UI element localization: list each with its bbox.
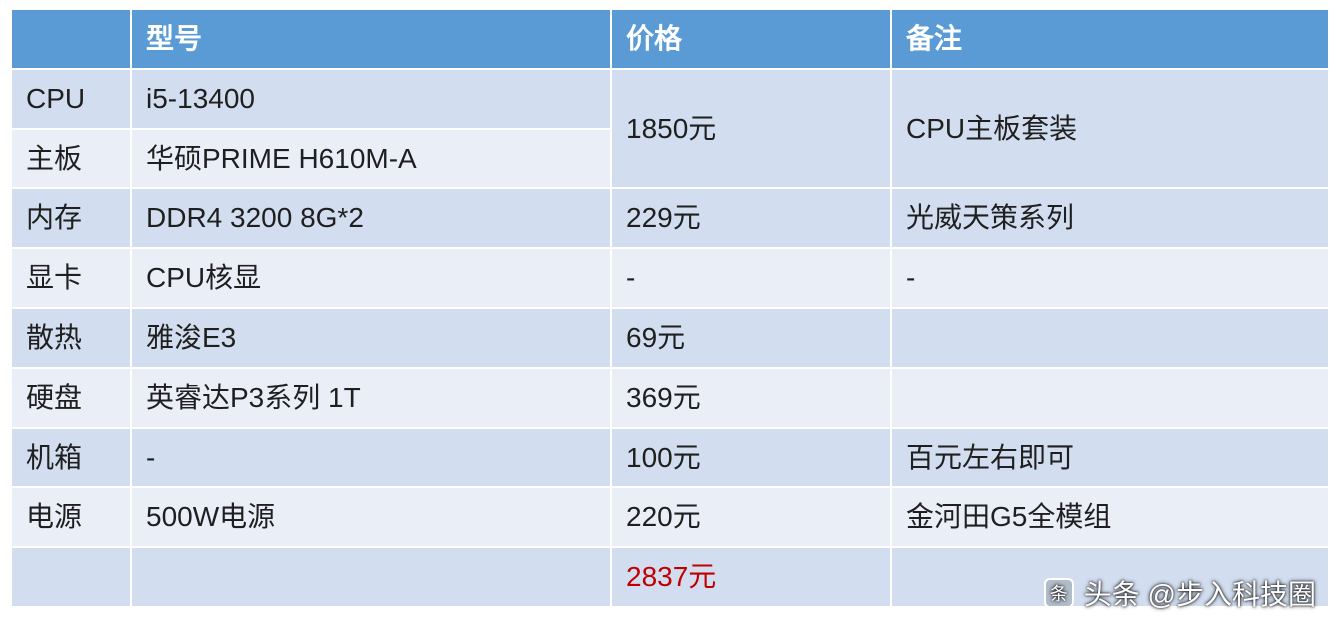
cell-component: 主板 bbox=[11, 129, 131, 189]
cell-model: 英睿达P3系列 1T bbox=[131, 368, 611, 428]
table-row: 显卡CPU核显-- bbox=[11, 248, 1329, 308]
cell-note bbox=[891, 368, 1329, 428]
cell-price: 100元 bbox=[611, 428, 891, 488]
cell-component: 硬盘 bbox=[11, 368, 131, 428]
pc-build-table-container: 型号 价格 备注 CPUi5-134001850元CPU主板套装主板华硕PRIM… bbox=[0, 0, 1340, 616]
cell-model: - bbox=[131, 428, 611, 488]
cell-component: CPU bbox=[11, 69, 131, 129]
cell-component: 内存 bbox=[11, 188, 131, 248]
table-row: 机箱 -100元百元左右即可 bbox=[11, 428, 1329, 488]
cell-model: i5-13400 bbox=[131, 69, 611, 129]
col-header-component bbox=[11, 9, 131, 69]
cell-note: 金河田G5全模组 bbox=[891, 487, 1329, 547]
cell-price: 220元 bbox=[611, 487, 891, 547]
cell-price: - bbox=[611, 248, 891, 308]
cell-model: 华硕PRIME H610M-A bbox=[131, 129, 611, 189]
table-row: 电源500W电源220元金河田G5全模组 bbox=[11, 487, 1329, 547]
cell-component bbox=[11, 547, 131, 607]
cell-note: 光威天策系列 bbox=[891, 188, 1329, 248]
cell-price: 369元 bbox=[611, 368, 891, 428]
cell-component: 机箱 bbox=[11, 428, 131, 488]
cell-price: 69元 bbox=[611, 308, 891, 368]
table-row: 内存DDR4 3200 8G*2229元光威天策系列 bbox=[11, 188, 1329, 248]
col-header-model: 型号 bbox=[131, 9, 611, 69]
cell-component: 电源 bbox=[11, 487, 131, 547]
table-header-row: 型号 价格 备注 bbox=[11, 9, 1329, 69]
cell-model: 500W电源 bbox=[131, 487, 611, 547]
cell-note bbox=[891, 308, 1329, 368]
cell-note: - bbox=[891, 248, 1329, 308]
cell-model bbox=[131, 547, 611, 607]
cell-note: CPU主板套装 bbox=[891, 69, 1329, 189]
table-row: 硬盘英睿达P3系列 1T369元 bbox=[11, 368, 1329, 428]
pc-build-table: 型号 价格 备注 CPUi5-134001850元CPU主板套装主板华硕PRIM… bbox=[10, 8, 1330, 608]
cell-price: 229元 bbox=[611, 188, 891, 248]
cell-component: 散热 bbox=[11, 308, 131, 368]
cell-total-price: 2837元 bbox=[611, 547, 891, 607]
cell-component: 显卡 bbox=[11, 248, 131, 308]
cell-note bbox=[891, 547, 1329, 607]
cell-model: DDR4 3200 8G*2 bbox=[131, 188, 611, 248]
cell-model: 雅浚E3 bbox=[131, 308, 611, 368]
cell-price: 1850元 bbox=[611, 69, 891, 189]
cell-note: 百元左右即可 bbox=[891, 428, 1329, 488]
table-row: 2837元 bbox=[11, 547, 1329, 607]
cell-model: CPU核显 bbox=[131, 248, 611, 308]
table-row: CPUi5-134001850元CPU主板套装 bbox=[11, 69, 1329, 129]
table-row: 散热雅浚E369元 bbox=[11, 308, 1329, 368]
col-header-note: 备注 bbox=[891, 9, 1329, 69]
col-header-price: 价格 bbox=[611, 9, 891, 69]
